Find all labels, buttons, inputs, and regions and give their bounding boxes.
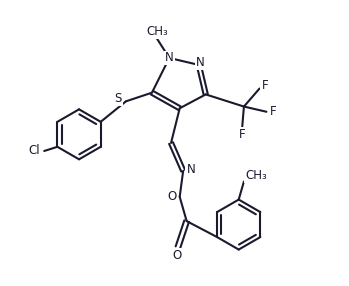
- Text: F: F: [239, 128, 245, 141]
- Text: N: N: [196, 56, 205, 69]
- Text: CH₃: CH₃: [146, 25, 168, 38]
- Text: N: N: [165, 51, 174, 64]
- Text: O: O: [168, 190, 177, 203]
- Text: F: F: [269, 105, 276, 118]
- Text: Cl: Cl: [29, 144, 40, 158]
- Text: CH₃: CH₃: [245, 169, 267, 182]
- Text: F: F: [261, 79, 268, 92]
- Text: S: S: [114, 92, 122, 106]
- Text: N: N: [186, 162, 195, 176]
- Text: O: O: [173, 249, 182, 262]
